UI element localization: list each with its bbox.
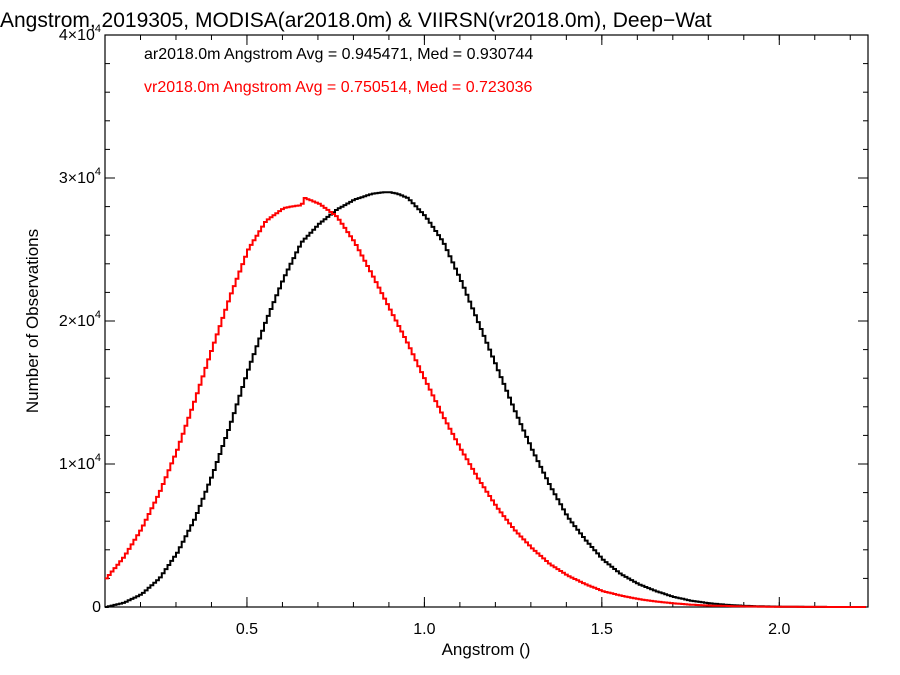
series-line-ar2018: [105, 191, 866, 608]
x-tick-label: 1.0: [413, 621, 435, 638]
y-tick-label: 3×104: [59, 166, 101, 187]
y-axis-label: Number of Observations: [23, 229, 42, 413]
plot-frame: [104, 34, 869, 608]
x-axis-label: Angstrom (): [442, 640, 531, 659]
x-tick-label: 0.5: [236, 621, 258, 638]
y-tick-label: 0: [92, 599, 101, 616]
chart-title: Angstrom, 2019305, MODISA(ar2018.0m) & V…: [0, 9, 712, 32]
legend-entry-vr2018: vr2018.0m Angstrom Avg = 0.750514, Med =…: [144, 79, 533, 96]
x-axis-ticks: 0.5 1.0 1.5 2.0: [139, 35, 851, 638]
legend-entry-ar2018: ar2018.0m Angstrom Avg = 0.945471, Med =…: [144, 46, 533, 63]
y-tick-label: 1×104: [59, 452, 101, 473]
y-axis-ticks: 0 1×104 2×104 3×104 4×104: [59, 23, 868, 616]
series-line-vr2018: [105, 197, 866, 608]
y-tick-label: 4×104: [59, 23, 101, 44]
x-tick-label: 1.5: [591, 621, 613, 638]
x-tick-label: 2.0: [768, 621, 790, 638]
y-tick-label: 2×104: [59, 309, 101, 330]
